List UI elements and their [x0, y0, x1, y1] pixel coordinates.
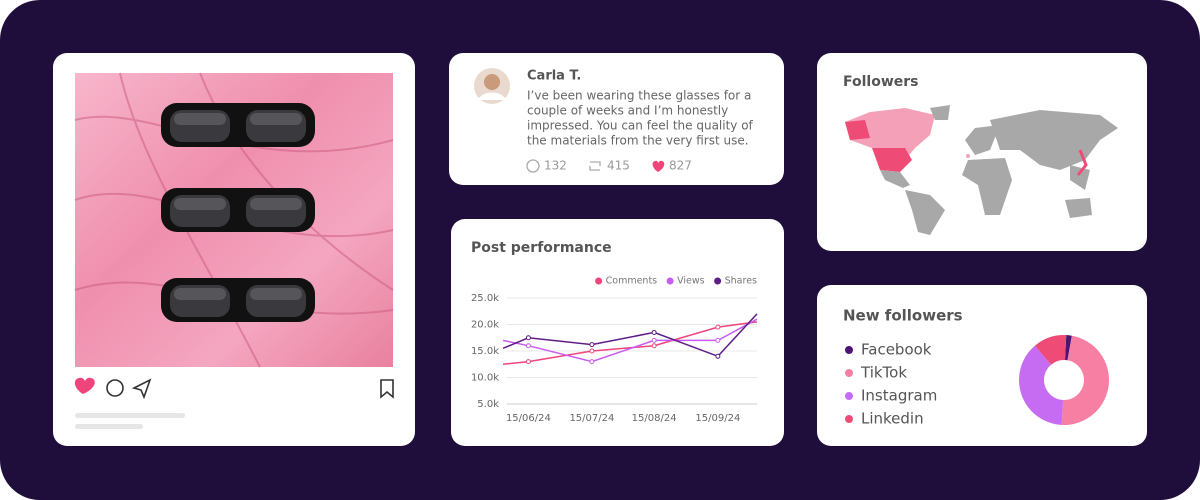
legend-label: TikTok	[860, 364, 907, 382]
legend-label: Instagram	[861, 387, 937, 405]
point	[715, 324, 721, 330]
line-series	[502, 321, 758, 365]
reply-count: 132	[544, 159, 567, 173]
placeholder-line	[75, 413, 185, 418]
point	[651, 337, 657, 343]
sunglasses	[161, 278, 315, 322]
world-map	[845, 105, 1118, 235]
legend-label: Views	[677, 276, 705, 287]
x-tick-label: 15/08/24	[632, 413, 677, 424]
like-icon[interactable]	[74, 377, 95, 394]
point	[589, 359, 595, 365]
x-tick-label: 15/07/24	[569, 413, 614, 424]
like-count: 827	[669, 159, 692, 173]
legend-label: Shares	[725, 276, 757, 287]
line-series	[502, 313, 758, 358]
pie-slice	[1018, 345, 1064, 425]
placeholder-line	[75, 424, 143, 429]
point	[651, 343, 657, 349]
sunglasses	[161, 188, 315, 232]
point	[589, 348, 595, 354]
legend-swatch	[845, 415, 853, 423]
chart-title: Post performance	[471, 240, 612, 256]
legend-swatch	[714, 277, 722, 285]
reply-icon[interactable]	[526, 159, 540, 173]
legend-swatch	[595, 277, 603, 285]
point	[715, 337, 721, 343]
line-series	[502, 318, 758, 363]
legend-swatch	[666, 277, 674, 285]
sunglasses	[161, 103, 315, 147]
y-tick-label: 10.0k	[471, 373, 499, 384]
y-tick-label: 25.0k	[471, 293, 499, 304]
share-icon[interactable]	[131, 378, 152, 400]
comment-author: Carla T.	[527, 69, 581, 84]
point	[651, 329, 657, 335]
pie-slice	[1064, 335, 1072, 361]
pie-slice	[1061, 335, 1109, 425]
legend-swatch	[845, 369, 853, 377]
legend-swatch	[845, 392, 853, 400]
legend-label: Facebook	[861, 341, 932, 359]
legend-label: Comments	[606, 276, 658, 287]
x-tick-label: 15/09/24	[695, 413, 740, 424]
comment-text: I’ve been wearing these glasses for a	[527, 89, 751, 103]
point	[525, 335, 531, 341]
legend-label: Linkedin	[861, 410, 924, 428]
y-tick-label: 5.0k	[477, 399, 499, 410]
pie-slice	[1034, 335, 1067, 365]
chart-title: New followers	[843, 307, 963, 325]
comment-icon[interactable]	[106, 379, 124, 397]
bookmark-icon[interactable]	[380, 379, 394, 399]
comment-card	[449, 53, 784, 185]
point	[715, 353, 721, 359]
point	[525, 343, 531, 349]
point	[589, 342, 595, 348]
like-icon[interactable]	[652, 160, 665, 172]
repost-icon[interactable]	[589, 161, 601, 171]
y-tick-label: 15.0k	[471, 346, 499, 357]
repost-count: 415	[607, 159, 630, 173]
comment-text: impressed. You can feel the quality of	[527, 119, 754, 133]
y-tick-label: 20.0k	[471, 320, 499, 331]
comment-text: couple of weeks and I’m honestly	[527, 104, 728, 118]
performance-card	[451, 219, 784, 446]
map-title: Followers	[843, 74, 919, 90]
legend-swatch	[845, 346, 853, 354]
comment-text: the materials from the very first use.	[527, 134, 749, 148]
x-tick-label: 15/06/24	[506, 413, 551, 424]
point	[525, 359, 531, 365]
